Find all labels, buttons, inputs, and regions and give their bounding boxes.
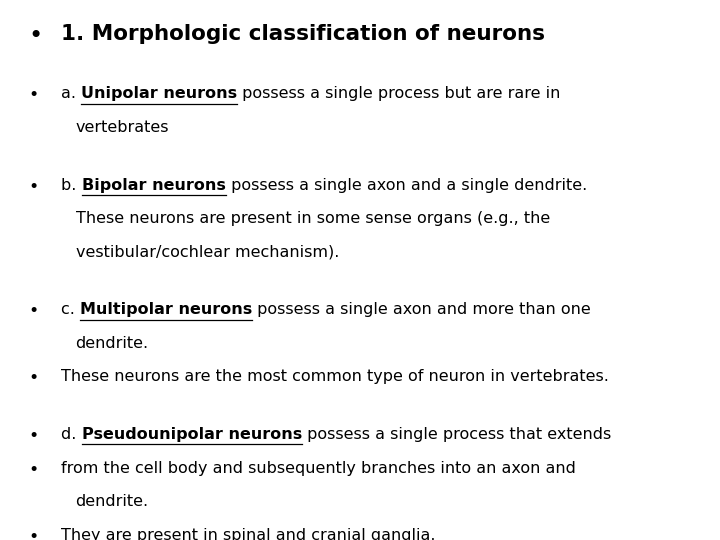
Text: a.: a. xyxy=(61,86,81,102)
Text: b.: b. xyxy=(61,178,81,193)
Text: dendrite.: dendrite. xyxy=(76,336,149,351)
Text: vestibular/cochlear mechanism).: vestibular/cochlear mechanism). xyxy=(76,245,339,260)
Text: Unipolar neurons: Unipolar neurons xyxy=(81,86,238,102)
Text: •: • xyxy=(29,178,39,195)
Text: •: • xyxy=(29,86,39,104)
Text: c.: c. xyxy=(61,302,80,318)
Text: from the cell body and subsequently branches into an axon and: from the cell body and subsequently bran… xyxy=(61,461,576,476)
Text: •: • xyxy=(29,369,39,387)
Text: •: • xyxy=(29,302,39,320)
Text: dendrite.: dendrite. xyxy=(76,494,149,509)
Text: possess a single process but are rare in: possess a single process but are rare in xyxy=(238,86,561,102)
Text: possess a single process that extends: possess a single process that extends xyxy=(302,427,611,442)
Text: Multipolar neurons: Multipolar neurons xyxy=(80,302,253,318)
Text: •: • xyxy=(29,24,43,48)
Text: These neurons are present in some sense organs (e.g., the: These neurons are present in some sense … xyxy=(76,211,550,226)
Text: Pseudounipolar neurons: Pseudounipolar neurons xyxy=(81,427,302,442)
Text: d.: d. xyxy=(61,427,81,442)
Text: vertebrates: vertebrates xyxy=(76,120,169,135)
Text: •: • xyxy=(29,461,39,478)
Text: They are present in spinal and cranial ganglia.: They are present in spinal and cranial g… xyxy=(61,528,436,540)
Text: These neurons are the most common type of neuron in vertebrates.: These neurons are the most common type o… xyxy=(61,369,609,384)
Text: possess a single axon and more than one: possess a single axon and more than one xyxy=(253,302,591,318)
Text: Bipolar neurons: Bipolar neurons xyxy=(81,178,225,193)
Text: •: • xyxy=(29,528,39,540)
Text: •: • xyxy=(29,427,39,445)
Text: 1. Morphologic classification of neurons: 1. Morphologic classification of neurons xyxy=(61,24,545,44)
Text: possess a single axon and a single dendrite.: possess a single axon and a single dendr… xyxy=(225,178,587,193)
